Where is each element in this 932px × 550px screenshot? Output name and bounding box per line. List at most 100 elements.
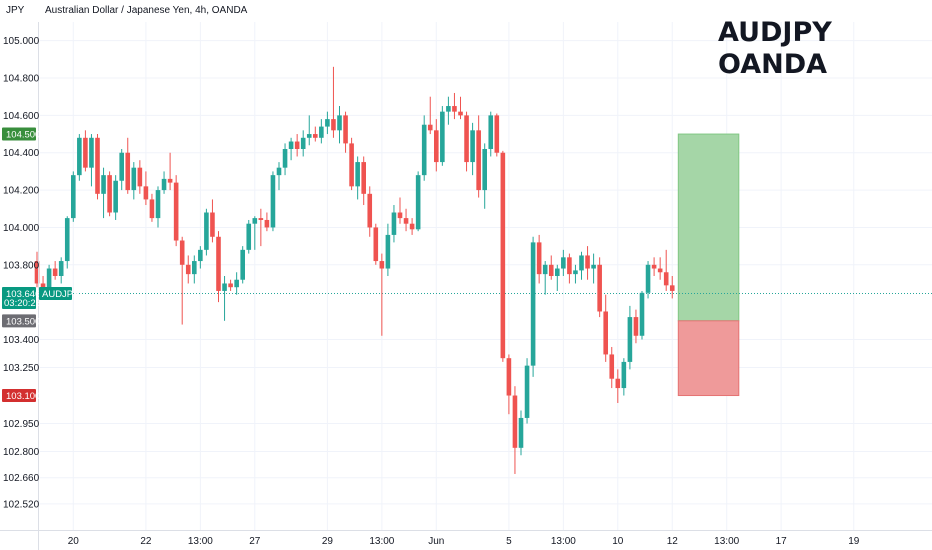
candle-body [204, 212, 209, 250]
target-zone[interactable] [677, 133, 740, 322]
candle [300, 130, 306, 157]
candle-body [391, 212, 397, 235]
candle [210, 199, 215, 243]
stop-zone[interactable] [677, 320, 740, 397]
candle [192, 255, 197, 284]
candle-body [506, 358, 512, 396]
candle-body [216, 236, 221, 291]
candle-body [518, 417, 524, 448]
candle-body [198, 249, 203, 262]
y-tick-label: 104.600 [3, 111, 40, 122]
watermark-broker: OANDA [718, 49, 827, 80]
candle-body [663, 272, 669, 286]
candle [434, 119, 439, 172]
time-axis[interactable]: 20 22 13:00 27 29 13:00 Jun 5 13:00 10 12 13:00 17 19 [68, 536, 860, 547]
x-tick-label: 13:00 [369, 536, 394, 547]
countdown-text: 03:20:28 [4, 298, 41, 309]
candle [548, 255, 554, 280]
candle-body [603, 311, 608, 355]
candle [361, 156, 366, 206]
candle-body [355, 162, 360, 187]
candle-body [500, 152, 506, 359]
x-tick-label: 13:00 [714, 536, 739, 547]
candle-body [440, 111, 445, 163]
candle-body [58, 261, 64, 276]
candle [657, 257, 663, 280]
candle [397, 197, 403, 224]
candle-body [639, 292, 645, 336]
candle [506, 354, 512, 415]
candle-body [434, 130, 439, 163]
candle [409, 218, 415, 235]
candle [240, 246, 245, 284]
x-tick-label: 19 [848, 536, 860, 547]
candle [89, 134, 94, 187]
candle-body [228, 283, 233, 288]
candle [621, 358, 627, 396]
candle [415, 171, 421, 232]
symbol-title[interactable]: Australian Dollar / Japanese Yen, 4h, OA… [45, 5, 248, 16]
candle [173, 175, 179, 247]
candle [524, 358, 530, 424]
candle-body [452, 106, 457, 112]
candle [591, 253, 596, 284]
candle-body [252, 218, 258, 224]
candle-body [137, 167, 143, 187]
candle [107, 171, 112, 217]
y-tick-label: 104.800 [3, 74, 40, 85]
current-price-text: 103.646 [6, 289, 40, 300]
candle [476, 115, 481, 198]
price-axis[interactable]: 105.000 104.800 104.600 104.400 104.200 104.0… [3, 36, 40, 510]
candle-body [585, 255, 590, 269]
candle-body [185, 264, 191, 275]
candle [458, 96, 463, 120]
x-tick-label: 12 [667, 536, 679, 547]
candle-body [561, 257, 566, 269]
candle-body [415, 175, 421, 230]
stop-price-tag-text: 103.100 [6, 391, 40, 402]
candle [306, 115, 312, 146]
candle-body [222, 283, 227, 291]
candle-body [113, 180, 118, 213]
candle-body [482, 149, 487, 191]
candle-body [210, 212, 215, 237]
candle [125, 137, 131, 194]
watermark-symbol: AUDJPY [718, 17, 832, 48]
candle-body [555, 268, 560, 276]
candle [452, 92, 457, 120]
x-tick-label: 22 [140, 536, 152, 547]
candle [627, 305, 633, 370]
candle-body [155, 190, 161, 219]
y-tick-label: 102.520 [3, 499, 40, 510]
candle [198, 246, 203, 269]
candle-body [107, 175, 112, 213]
x-tick-label: 29 [322, 536, 334, 547]
x-tick-label: 13:00 [551, 536, 576, 547]
candle [161, 171, 167, 194]
candle [119, 149, 124, 191]
target-price-tag: 104.500 [2, 127, 40, 141]
candle-body [512, 395, 518, 448]
candle-body [627, 317, 633, 362]
candle-body [421, 124, 427, 176]
position-zones[interactable] [677, 133, 740, 397]
candle-body [403, 218, 409, 224]
candle [167, 152, 173, 191]
candle [325, 111, 330, 135]
y-tick-label: 104.000 [3, 223, 40, 234]
candle-body [542, 264, 548, 275]
candle [52, 261, 58, 280]
candle [536, 234, 542, 284]
candle [427, 96, 433, 135]
candle [440, 106, 445, 166]
candle [77, 134, 82, 181]
candle [179, 236, 185, 325]
candle [403, 208, 409, 232]
candle [234, 272, 239, 295]
candle-body [361, 162, 366, 194]
candle-body [319, 126, 324, 138]
